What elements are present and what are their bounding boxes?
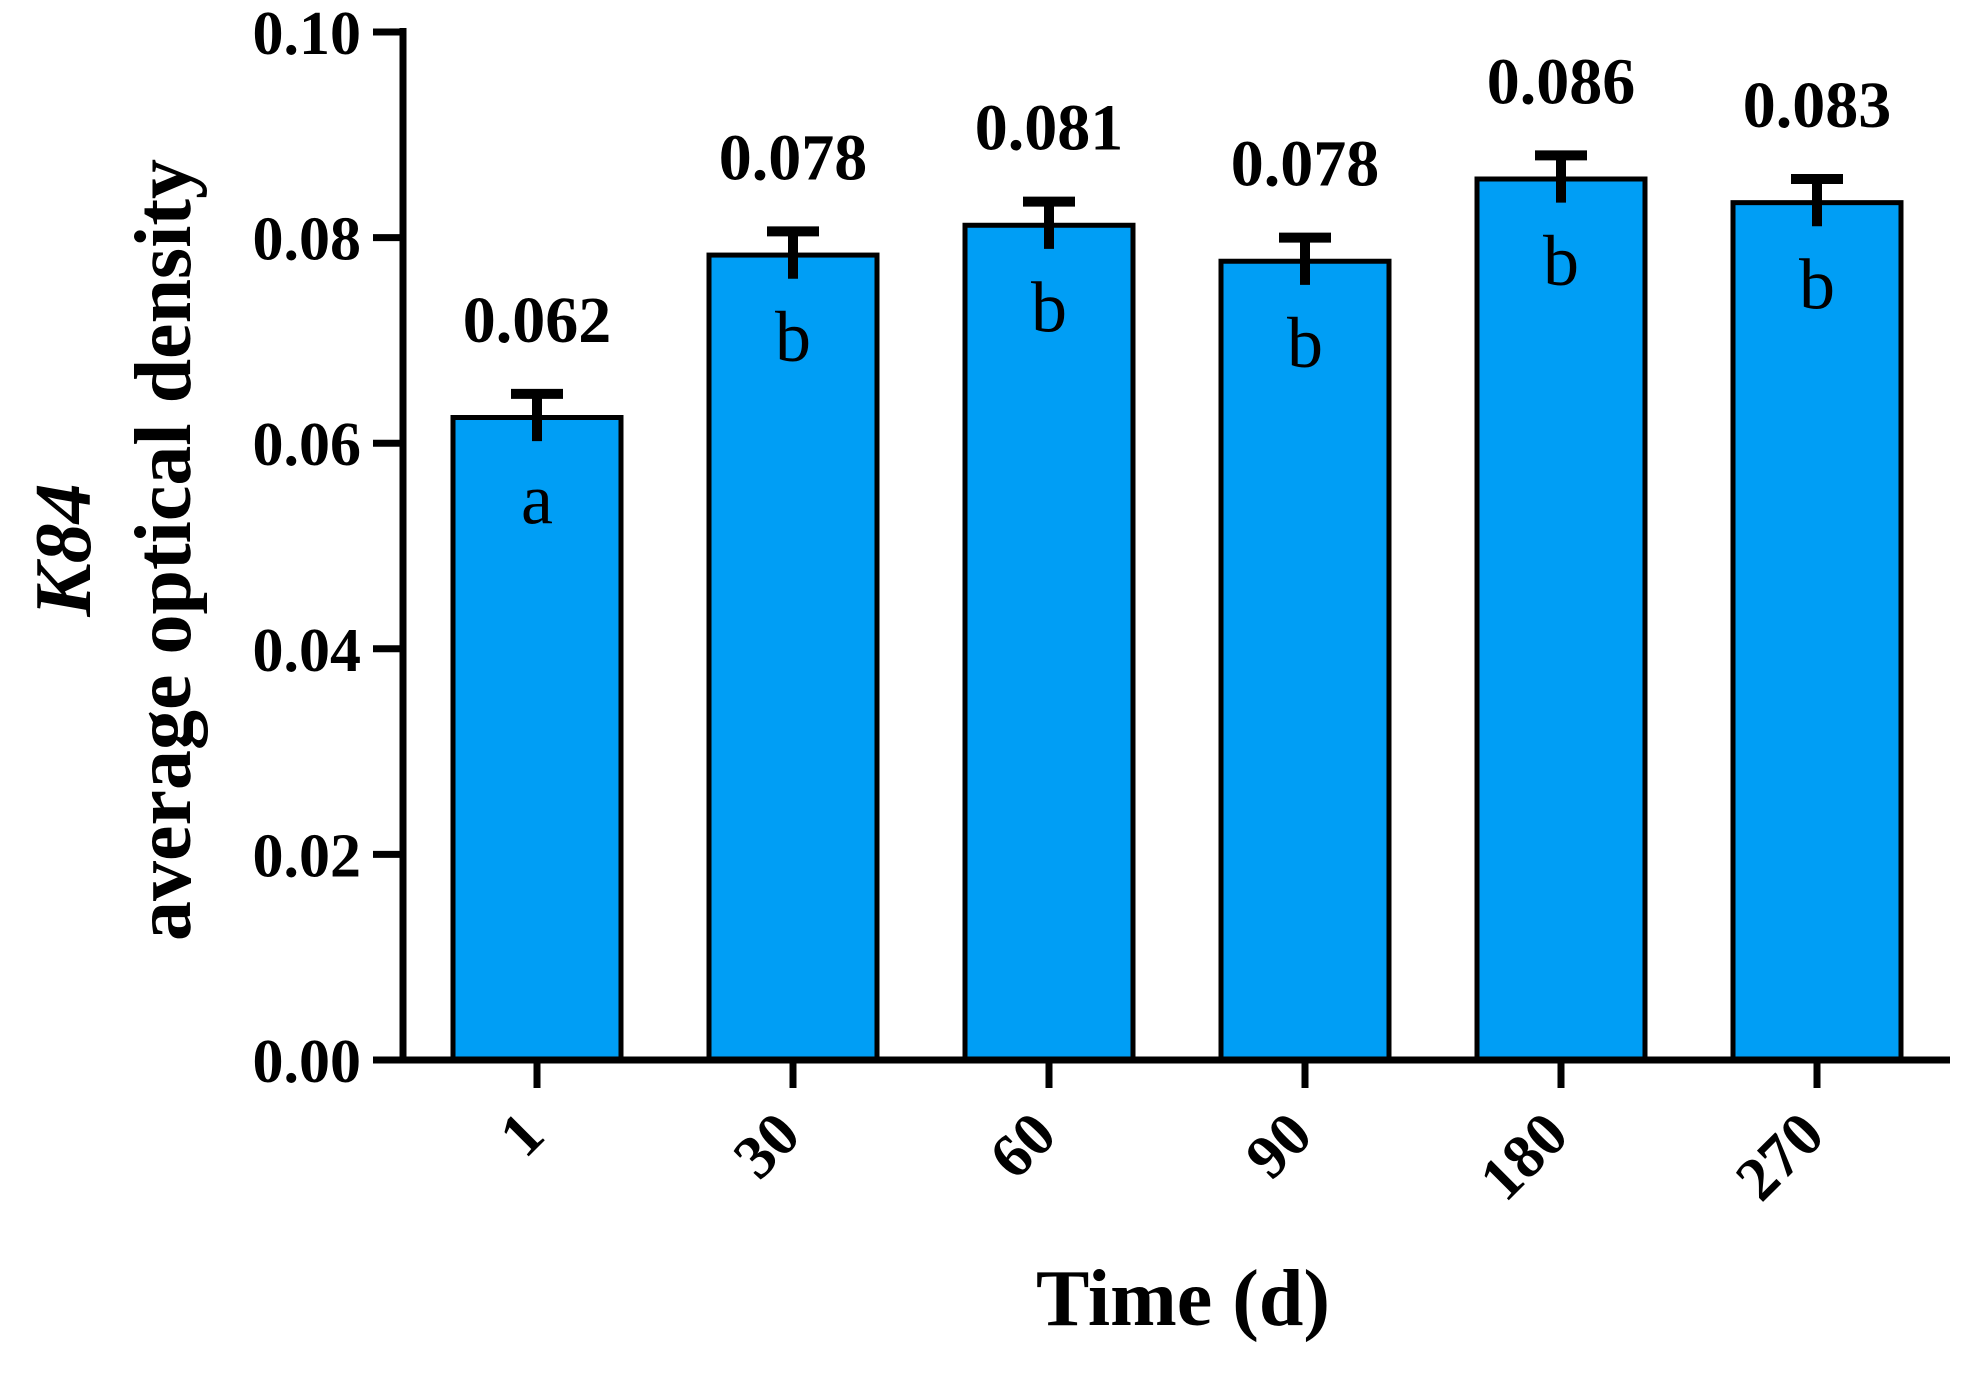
group-letter-90: b xyxy=(1287,303,1323,383)
y-tick-label-3: 0.06 xyxy=(253,411,362,479)
value-label-1: 0.062 xyxy=(463,284,612,357)
x-tick-label-270: 270 xyxy=(1723,1100,1837,1214)
y-tick-label-5: 0.10 xyxy=(253,0,362,68)
value-label-30: 0.078 xyxy=(719,121,868,194)
y-tick-label-2: 0.04 xyxy=(253,617,362,685)
y-tick-label-4: 0.08 xyxy=(253,206,362,274)
bars-layer xyxy=(450,176,1904,1063)
bar-30 xyxy=(706,252,880,1063)
y-axis-title-measure: average optical density xyxy=(120,159,208,941)
x-tick-label-60: 60 xyxy=(977,1100,1069,1192)
x-axis-title: Time (d) xyxy=(1036,1255,1330,1343)
x-tick-label-30: 30 xyxy=(721,1100,813,1192)
x-tick-label-1: 1 xyxy=(487,1100,557,1170)
group-letter-270: b xyxy=(1799,245,1835,325)
bar-1 xyxy=(450,415,624,1063)
bar-180 xyxy=(1474,176,1648,1063)
group-letter-30: b xyxy=(775,297,811,377)
value-label-60: 0.081 xyxy=(975,92,1124,165)
bar-270 xyxy=(1730,200,1904,1063)
y-tick-label-0: 0.00 xyxy=(253,1028,362,1096)
group-letter-60: b xyxy=(1031,267,1067,347)
x-tick-label-90: 90 xyxy=(1233,1100,1325,1192)
x-tick-label-180: 180 xyxy=(1467,1100,1581,1214)
value-label-270: 0.083 xyxy=(1743,69,1892,142)
y-axis-title-gene: K84 xyxy=(20,483,108,617)
error-bars-layer xyxy=(511,150,1843,442)
axes-layer xyxy=(373,28,1950,1088)
value-label-90: 0.078 xyxy=(1231,128,1380,201)
bar-60 xyxy=(962,222,1136,1063)
group-letter-1: a xyxy=(521,460,553,540)
y-tick-label-1: 0.02 xyxy=(253,822,362,890)
group-letter-180: b xyxy=(1543,221,1579,301)
value-label-180: 0.086 xyxy=(1487,45,1636,118)
